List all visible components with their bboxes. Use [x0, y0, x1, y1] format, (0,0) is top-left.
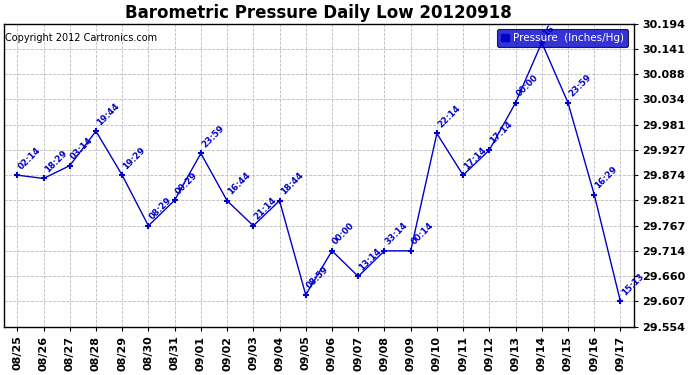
Text: 21:14: 21:14	[253, 196, 278, 222]
Legend: Pressure  (Inches/Hg): Pressure (Inches/Hg)	[497, 29, 629, 47]
Text: 17:14: 17:14	[489, 120, 515, 146]
Text: 16:29: 16:29	[593, 165, 619, 190]
Text: 15:13: 15:13	[620, 272, 645, 297]
Text: 16:44: 16:44	[226, 171, 253, 196]
Text: 18:44: 18:44	[279, 171, 305, 196]
Text: 00:14: 00:14	[410, 221, 435, 247]
Text: 17:14: 17:14	[462, 145, 489, 171]
Text: 00:00: 00:00	[331, 221, 357, 247]
Text: 08:59: 08:59	[305, 265, 331, 291]
Text: 23:59: 23:59	[200, 123, 226, 149]
Text: 00:29: 00:29	[174, 170, 199, 196]
Title: Barometric Pressure Daily Low 20120918: Barometric Pressure Daily Low 20120918	[126, 4, 512, 22]
Text: 33:14: 33:14	[384, 221, 409, 247]
Text: 23:59: 23:59	[567, 73, 593, 99]
Text: 16: 16	[541, 24, 556, 39]
Text: 03:14: 03:14	[69, 136, 95, 162]
Text: 22:14: 22:14	[436, 104, 462, 129]
Text: 18:29: 18:29	[43, 148, 68, 174]
Text: 02:14: 02:14	[17, 145, 42, 171]
Text: 19:29: 19:29	[121, 145, 147, 171]
Text: Copyright 2012 Cartronics.com: Copyright 2012 Cartronics.com	[6, 33, 157, 43]
Text: 08:29: 08:29	[148, 196, 173, 222]
Text: 19:44: 19:44	[95, 101, 121, 127]
Text: 13:14: 13:14	[357, 246, 383, 272]
Text: 00:00: 00:00	[515, 73, 540, 99]
